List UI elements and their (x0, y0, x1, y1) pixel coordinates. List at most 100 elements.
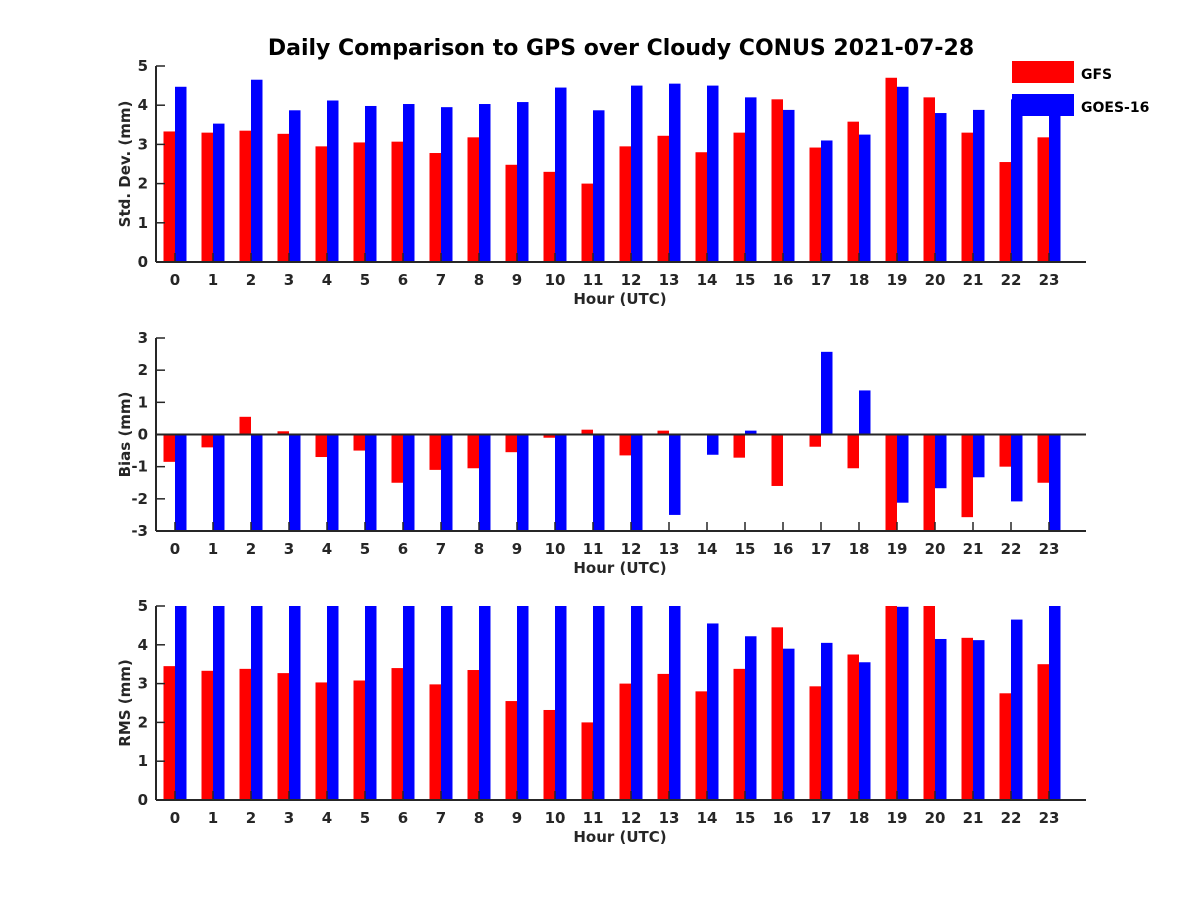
std-dev-bar-gfs-16 (771, 99, 783, 262)
bias-x-tick-label: 6 (398, 540, 408, 558)
bias-x-tick-label: 5 (360, 540, 370, 558)
bias-bar-gfs-10 (543, 434, 555, 438)
bias-bar-gfs-21 (961, 434, 973, 518)
rms-bar-gfs-7 (429, 684, 441, 800)
rms-y-tick-label: 5 (138, 597, 148, 615)
std-dev-x-tick-label: 4 (322, 271, 332, 289)
bias-x-tick-label: 11 (583, 540, 604, 558)
bias-x-tick-label: 2 (246, 540, 256, 558)
bias-x-tick-label: 22 (1001, 540, 1022, 558)
std-dev-y-tick-label: 2 (138, 175, 148, 193)
bias-bar-gfs-18 (847, 434, 859, 469)
std-dev-x-tick-label: 1 (208, 271, 218, 289)
rms-x-tick-label: 22 (1001, 809, 1022, 827)
chart-title: Daily Comparison to GPS over Cloudy CONU… (268, 36, 974, 61)
rms-bar-gfs-1 (201, 670, 213, 800)
bias-bar-gfs-20 (923, 434, 935, 531)
rms-bar-goes16-15 (745, 636, 757, 800)
rms-bar-goes16-13 (669, 606, 681, 800)
rms-bar-goes16-23 (1049, 606, 1061, 800)
bias-bar-gfs-2 (239, 416, 251, 435)
rms-bar-gfs-18 (847, 654, 859, 800)
legend-swatch-goes16 (1012, 94, 1074, 116)
std-dev-x-tick-label: 9 (512, 271, 522, 289)
std-dev-x-tick-label: 6 (398, 271, 408, 289)
rms-bar-goes16-12 (631, 606, 643, 800)
bias-bar-goes16-21 (973, 434, 985, 478)
bias-bar-goes16-8 (479, 434, 491, 531)
rms-bar-goes16-7 (441, 606, 453, 800)
rms-bar-gfs-16 (771, 627, 783, 800)
bias-bar-goes16-0 (175, 434, 187, 531)
std-dev-x-tick-label: 13 (659, 271, 680, 289)
bias-x-tick-label: 1 (208, 540, 218, 558)
rms-bar-gfs-13 (657, 673, 669, 800)
bias-bar-gfs-9 (505, 434, 517, 453)
rms-bar-goes16-18 (859, 662, 871, 800)
rms-x-tick-label: 0 (170, 809, 180, 827)
std-dev-x-tick-label: 18 (849, 271, 870, 289)
rms-bar-gfs-17 (809, 686, 821, 800)
rms-x-tick-label: 2 (246, 809, 256, 827)
rms-x-tick-label: 12 (621, 809, 642, 827)
rms-bar-gfs-19 (885, 606, 897, 800)
rms-x-tick-label: 16 (773, 809, 794, 827)
std-dev-y-tick-label: 0 (138, 253, 148, 271)
std-dev-bar-gfs-20 (923, 97, 935, 262)
bias-bar-goes16-22 (1011, 434, 1023, 502)
rms-bar-gfs-4 (315, 682, 327, 800)
bias-bar-gfs-0 (163, 434, 175, 462)
bias-x-tick-label: 18 (849, 540, 870, 558)
bias-x-tick-label: 21 (963, 540, 984, 558)
rms-bar-gfs-6 (391, 668, 403, 800)
std-dev-bar-goes16-20 (935, 113, 947, 262)
std-dev-y-tick-label: 1 (138, 214, 148, 232)
std-dev-x-tick-label: 20 (925, 271, 946, 289)
std-dev-bar-gfs-3 (277, 133, 289, 262)
std-dev-bar-gfs-4 (315, 146, 327, 262)
std-dev-bar-goes16-16 (783, 109, 795, 263)
rms-bar-goes16-11 (593, 606, 605, 800)
bias-bar-goes16-19 (897, 434, 909, 503)
std-dev-y-tick-label: 5 (138, 57, 148, 75)
bias-x-tick-label: 16 (773, 540, 794, 558)
std-dev-bar-goes16-6 (403, 104, 415, 263)
std-dev-bar-gfs-8 (467, 137, 479, 262)
rms-bar-goes16-21 (973, 640, 985, 800)
bias-x-tick-label: 4 (322, 540, 332, 558)
bias-x-tick-label: 13 (659, 540, 680, 558)
rms-bar-goes16-19 (897, 606, 909, 800)
rms-x-tick-label: 1 (208, 809, 218, 827)
bias-y-tick-label: -1 (131, 458, 148, 476)
std-dev-x-tick-label: 17 (811, 271, 832, 289)
bias-bar-goes16-7 (441, 434, 453, 531)
std-dev-bar-gfs-19 (885, 77, 897, 262)
bias-x-tick-label: 15 (735, 540, 756, 558)
bias-bar-goes16-13 (669, 434, 681, 515)
bias-x-tick-label: 17 (811, 540, 832, 558)
std-dev-bar-goes16-2 (251, 79, 263, 262)
bias-x-tick-label: 14 (697, 540, 718, 558)
bias-bar-goes16-18 (859, 390, 871, 435)
bias-bar-gfs-4 (315, 434, 327, 458)
rms-bar-gfs-23 (1037, 664, 1049, 800)
bias-y-tick-label: 0 (138, 426, 148, 444)
std-dev-x-tick-label: 10 (545, 271, 566, 289)
std-dev-bar-goes16-8 (479, 104, 491, 263)
std-dev-bar-goes16-0 (175, 86, 187, 262)
rms-x-tick-label: 3 (284, 809, 294, 827)
rms-bar-goes16-16 (783, 648, 795, 800)
std-dev-x-tick-label: 8 (474, 271, 484, 289)
rms-x-tick-label: 19 (887, 809, 908, 827)
std-dev-x-tick-label: 7 (436, 271, 446, 289)
rms-bar-goes16-0 (175, 606, 187, 800)
rms-bar-gfs-21 (961, 637, 973, 800)
std-dev-bar-goes16-5 (365, 105, 377, 262)
rms-x-tick-label: 6 (398, 809, 408, 827)
std-dev-x-tick-label: 19 (887, 271, 908, 289)
rms-bar-gfs-11 (581, 722, 593, 800)
bias-y-tick-label: 2 (138, 361, 148, 379)
std-dev-x-tick-label: 5 (360, 271, 370, 289)
